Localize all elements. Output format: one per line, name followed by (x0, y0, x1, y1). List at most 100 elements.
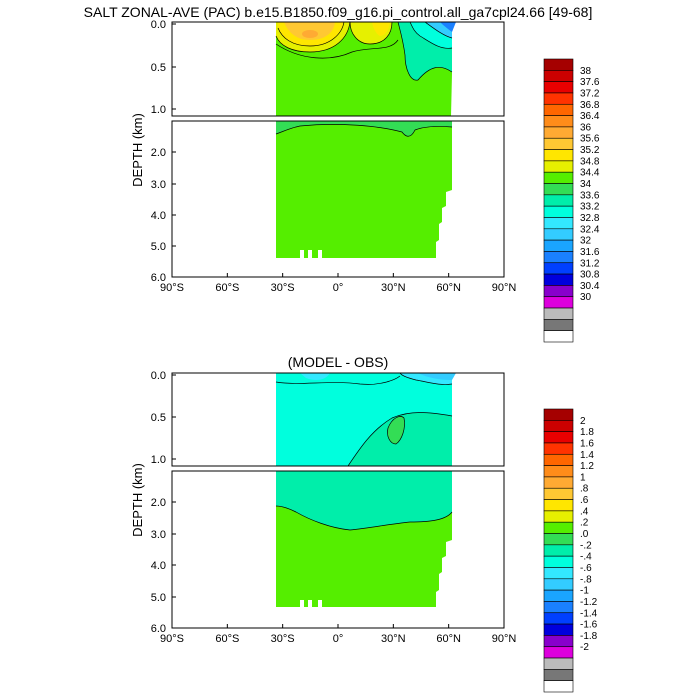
top-chart: SALT ZONAL-AVE (PAC) b.e15.B1850.f09_g16… (84, 4, 600, 343)
top-colorbar: 3837.637.236.836.43635.635.234.834.43433… (543, 58, 600, 343)
top-colorbar-swatch (543, 330, 574, 343)
bottom-chart-title: (MODEL - OBS) (288, 354, 389, 370)
top-colorbar-swatch (543, 183, 574, 196)
bottom-colorbar-swatch (543, 476, 574, 489)
top-colorbar-label-18: 30.8 (580, 270, 600, 281)
top-colorbar-swatch (543, 251, 574, 264)
top-colorbar-label-16: 31.6 (580, 247, 600, 258)
bottom-xtick-1: 60°S (215, 633, 239, 645)
top-xtick-0: 90°S (160, 282, 184, 294)
bottom-ytick-4: 3.0 (151, 529, 166, 541)
top-colorbar-swatch (543, 262, 574, 275)
bottom-x-axis: 90°S 60°S 30°S 0° 30°N 60°N 90°N (160, 624, 516, 645)
top-colorbar-swatch (543, 92, 574, 105)
top-colorbar-swatch (543, 149, 574, 162)
bottom-xtick-6: 90°N (492, 633, 517, 645)
top-colorbar-swatch (543, 160, 574, 173)
bottom-colorbar-swatch (543, 601, 574, 614)
top-upper-fill-yellowb-n (372, 22, 390, 36)
top-colorbar-label-2: 37.2 (580, 88, 600, 99)
bottom-colorbar-label-19: -1.8 (580, 631, 598, 642)
bottom-colorbar-label-15: -1 (580, 586, 589, 597)
bottom-colorbar-label-11: -.2 (580, 540, 592, 551)
top-colorbar-swatch (543, 137, 574, 150)
top-colorbar-swatch (543, 70, 574, 82)
top-colorbar-label-4: 36.4 (580, 111, 600, 122)
top-colorbar-label-13: 32.8 (580, 213, 600, 224)
top-xtick-2: 30°S (271, 282, 295, 294)
top-x-axis: 90°S 60°S 30°S 0° 30°N 60°N 90°N (160, 273, 516, 294)
top-colorbar-label-5: 36 (580, 122, 592, 133)
bottom-colorbar-label-17: -1.4 (580, 608, 598, 619)
bottom-colorbar-label-3: 1.4 (580, 450, 594, 461)
bottom-xtick-5: 60°N (436, 633, 461, 645)
top-colorbar-swatch (543, 239, 574, 252)
top-xtick-6: 90°N (492, 282, 517, 294)
bottom-colorbar-label-1: 1.8 (580, 427, 594, 438)
top-colorbar-swatch (543, 228, 574, 241)
top-ytick-3: 2.0 (151, 147, 166, 159)
top-colorbar-swatch (543, 115, 574, 128)
top-colorbar-swatch (543, 319, 574, 331)
bottom-colorbar-swatch (543, 420, 574, 432)
top-lower-fill-green (276, 121, 452, 258)
top-colorbar-label-12: 33.2 (580, 202, 600, 213)
top-ytick-2: 1.0 (151, 104, 166, 116)
bottom-colorbar-label-9: .2 (580, 518, 589, 529)
top-colorbar-label-3: 36.8 (580, 100, 600, 111)
top-colorbar-label-1: 37.6 (580, 77, 600, 88)
bottom-upper-fill-surf-blue2 (418, 373, 456, 380)
top-colorbar-swatch (543, 273, 574, 286)
bottom-colorbar-swatch (543, 544, 574, 557)
top-colorbar-swatch (543, 296, 574, 309)
bottom-colorbar-swatch (543, 533, 574, 546)
top-colorbar-swatch (543, 171, 574, 184)
bottom-colorbar-label-0: 2 (580, 416, 586, 427)
top-y-axis: 0.0 0.5 1.0 2.0 3.0 4.0 5.0 6.0 DEPTH (k… (130, 19, 176, 284)
top-ytick-6: 5.0 (151, 241, 166, 253)
bottom-ytick-7: 6.0 (151, 623, 166, 635)
bottom-colorbar-label-12: -.4 (580, 552, 592, 563)
top-colorbar-label-17: 31.2 (580, 258, 600, 269)
top-colorbar-label-14: 32.4 (580, 224, 600, 235)
bottom-lower-fill-teal (276, 471, 452, 530)
bottom-xtick-4: 30°N (381, 633, 406, 645)
bottom-ytick-1: 0.5 (151, 412, 166, 424)
bottom-colorbar-label-4: 1.2 (580, 461, 594, 472)
top-colorbar-swatch (543, 194, 574, 207)
bottom-colorbar-swatch (543, 646, 574, 659)
bottom-ytick-0: 0.0 (151, 370, 166, 382)
bottom-xtick-0: 90°S (160, 633, 184, 645)
bottom-colorbar-swatch (543, 431, 574, 444)
bottom-colorbar-swatch (543, 589, 574, 602)
bottom-colorbar-label-5: 1 (580, 472, 586, 483)
bottom-colorbar-swatch (543, 669, 574, 681)
top-colorbar-label-10: 34 (580, 179, 592, 190)
bottom-ytick-2: 1.0 (151, 454, 166, 466)
bottom-colorbar-label-16: -1.2 (580, 597, 598, 608)
top-colorbar-label-20: 30 (580, 292, 592, 303)
bottom-upper-fill-island (387, 416, 405, 444)
top-ytick-0: 0.0 (151, 19, 166, 31)
bottom-colorbar-swatch (543, 465, 574, 478)
bottom-colorbar-label-6: .8 (580, 484, 589, 495)
top-colorbar-swatch (543, 285, 574, 298)
top-colorbar-label-7: 35.2 (580, 145, 600, 156)
bottom-chart: (MODEL - OBS) (130, 354, 598, 693)
top-colorbar-swatch (543, 103, 574, 116)
bottom-ylabel: DEPTH (km) (130, 463, 145, 537)
bottom-colorbar-swatch (543, 555, 574, 568)
top-colorbar-label-6: 35.6 (580, 134, 600, 145)
bottom-colorbar-swatch (543, 623, 574, 636)
top-colorbar-label-11: 33.6 (580, 190, 600, 201)
top-ytick-7: 6.0 (151, 272, 166, 284)
top-lower-fill-top (276, 121, 452, 137)
bottom-colorbar-swatch (543, 567, 574, 580)
top-colorbar-swatch (543, 58, 574, 71)
top-chart-title: SALT ZONAL-AVE (PAC) b.e15.B1850.f09_g16… (84, 4, 593, 20)
bottom-ytick-3: 2.0 (151, 497, 166, 509)
top-ytick-1: 0.5 (151, 62, 166, 74)
bottom-xtick-3: 0° (333, 633, 344, 645)
top-ytick-4: 3.0 (151, 179, 166, 191)
bottom-upper-fill-surf-s (300, 373, 330, 381)
